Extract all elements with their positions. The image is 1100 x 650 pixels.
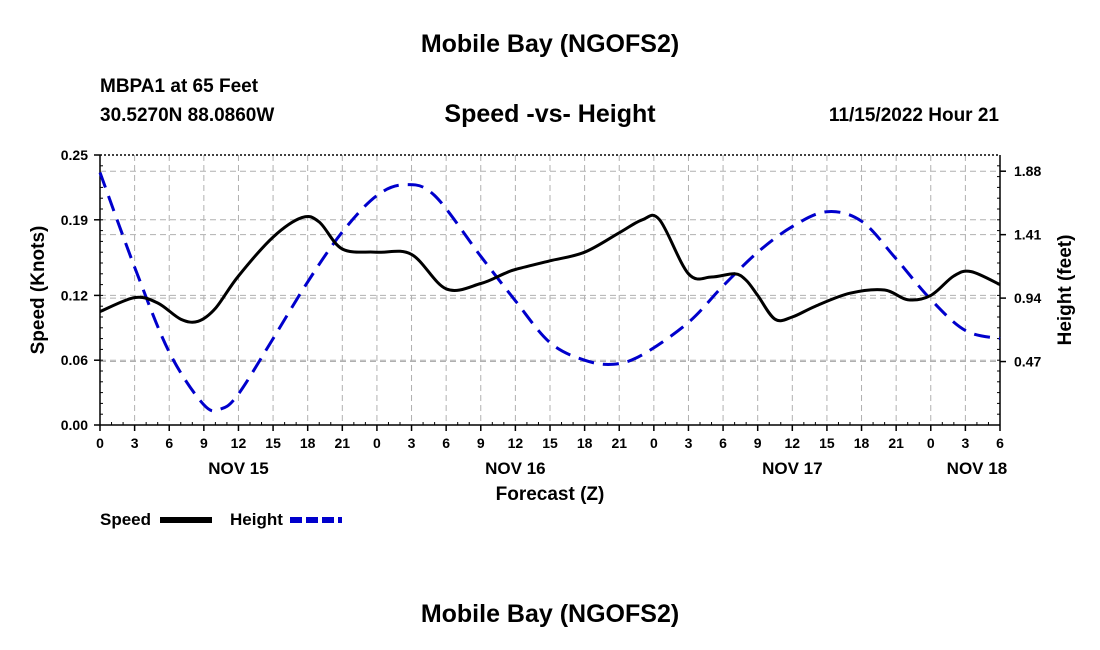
station-coords: 30.5270N 88.0860W: [100, 105, 275, 126]
x-tick-label: 15: [819, 435, 835, 451]
x-tick-label: 21: [335, 435, 351, 451]
x-axis-title: Forecast (Z): [496, 484, 605, 505]
chart-subtitle: Speed -vs- Height: [444, 100, 656, 128]
x-tick-label: 0: [927, 435, 935, 451]
x-tick-label: 12: [231, 435, 247, 451]
y-axis-title-left: Speed (Knots): [28, 226, 49, 355]
legend-label-height: Height: [230, 510, 283, 529]
x-tick-label: 18: [854, 435, 870, 451]
x-tick-label: 18: [300, 435, 316, 451]
station-label: MBPA1 at 65 Feet: [100, 76, 259, 97]
x-tick-label: 9: [200, 435, 208, 451]
x-tick-label: 15: [265, 435, 281, 451]
y-tick-label-right: 0.94: [1014, 290, 1041, 306]
y-axis-title-right: Height (feet): [1055, 235, 1076, 346]
x-tick-label: 15: [542, 435, 558, 451]
x-tick-label: 0: [96, 435, 104, 451]
x-day-label: NOV 18: [947, 459, 1007, 478]
x-day-label: NOV 16: [485, 459, 545, 478]
x-tick-label: 12: [785, 435, 801, 451]
x-tick-label: 9: [754, 435, 762, 451]
x-tick-label: 6: [165, 435, 173, 451]
y-tick-label-right: 0.47: [1014, 354, 1041, 370]
y-tick-label-right: 1.41: [1014, 227, 1041, 243]
x-tick-label: 6: [996, 435, 1004, 451]
x-tick-label: 9: [477, 435, 485, 451]
forecast-datetime: 11/15/2022 Hour 21: [828, 105, 999, 126]
x-tick-label: 12: [508, 435, 524, 451]
x-tick-label: 18: [577, 435, 593, 451]
x-tick-label: 3: [685, 435, 693, 451]
x-day-label: NOV 17: [762, 459, 822, 478]
x-day-label: NOV 15: [208, 459, 268, 478]
y-tick-label-left: 0.19: [61, 212, 88, 228]
y-tick-label-left: 0.06: [61, 352, 88, 368]
x-tick-label: 0: [650, 435, 658, 451]
y-tick-label-left: 0.25: [61, 147, 88, 163]
x-tick-label: 0: [373, 435, 381, 451]
x-tick-label: 3: [961, 435, 969, 451]
x-tick-label: 21: [888, 435, 904, 451]
series-line-height: [98, 171, 1001, 413]
x-tick-label: 21: [611, 435, 627, 451]
y-tick-label-left: 0.00: [61, 417, 88, 433]
y-tick-label-left: 0.12: [61, 287, 88, 303]
x-tick-label: 6: [442, 435, 450, 451]
bottom-title: Mobile Bay (NGOFS2): [420, 600, 680, 628]
top-title: Mobile Bay (NGOFS2): [420, 30, 680, 58]
x-tick-label: 6: [719, 435, 727, 451]
y-tick-label-right: 1.88: [1014, 163, 1041, 179]
x-tick-label: 3: [408, 435, 416, 451]
series-line-speed: [99, 213, 1001, 324]
legend-label-speed: Speed: [100, 510, 151, 529]
x-tick-label: 3: [131, 435, 139, 451]
